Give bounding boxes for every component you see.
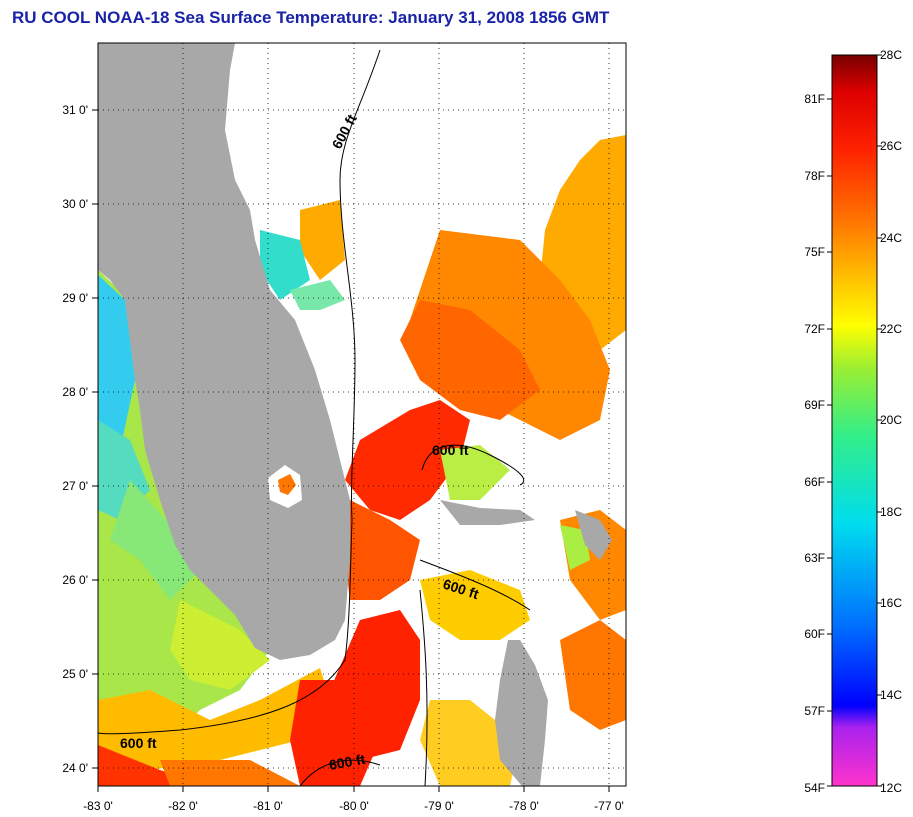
- map-area: 600 ft 600 ft 600 ft 600 ft 600 ft: [98, 43, 626, 786]
- colorbar-fahrenheit-label: 57F: [804, 704, 825, 718]
- lat-tick-label: 27 0': [62, 479, 88, 493]
- colorbar-celsius-label: 12C: [880, 781, 902, 795]
- contour-label: 600 ft: [432, 442, 469, 458]
- colorbar-celsius-label: 16C: [880, 596, 902, 610]
- lat-tick-label: 25 0': [62, 667, 88, 681]
- chart-title: RU COOL NOAA-18 Sea Surface Temperature:…: [12, 8, 610, 27]
- colorbar-fahrenheit-label: 60F: [804, 627, 825, 641]
- colorbar-celsius-label: 20C: [880, 413, 902, 427]
- colorbar-fahrenheit-label: 69F: [804, 398, 825, 412]
- sst-atlantic: [260, 135, 626, 786]
- lat-tick-label: 28 0': [62, 385, 88, 399]
- grid-lines: [98, 43, 626, 786]
- colorbar-fahrenheit-label: 72F: [804, 322, 825, 336]
- colorbar-fahrenheit-label: 54F: [804, 781, 825, 795]
- lon-tick-label: -78 0': [509, 799, 539, 813]
- colorbar-fahrenheit-label: 63F: [804, 551, 825, 565]
- colorbar-celsius-label: 28C: [880, 48, 902, 62]
- lon-tick-label: -80 0': [339, 799, 369, 813]
- lat-tick-label: 29 0': [62, 291, 88, 305]
- lon-tick-label: -82 0': [168, 799, 198, 813]
- map-frame: [97, 42, 627, 787]
- colorbar-celsius-label: 24C: [880, 231, 902, 245]
- colorbar-fahrenheit-label: 81F: [804, 92, 825, 106]
- colorbar-gradient: [831, 54, 878, 787]
- colorbar-fahrenheit-label: 75F: [804, 245, 825, 259]
- colorbar-fahrenheit-label: 78F: [804, 169, 825, 183]
- colorbar-celsius-label: 14C: [880, 688, 902, 702]
- lon-tick-label: -81 0': [253, 799, 283, 813]
- sst-gulf: [98, 270, 330, 786]
- abaco-island: [575, 510, 612, 560]
- colorbar-fahrenheit-label: 66F: [804, 475, 825, 489]
- lake-okeechobee-sst: [278, 474, 296, 495]
- isobath-contours: [98, 49, 531, 786]
- colorbar: 28C 26C 24C 22C 20C 18C 16C 14C 12C 81F …: [804, 48, 902, 795]
- lat-tick-label: 31 0': [62, 103, 88, 117]
- latitude-labels: 24 0' 25 0' 26 0' 27 0' 28 0' 29 0' 30 0…: [62, 103, 88, 775]
- axis-ticks: [92, 109, 610, 792]
- lon-tick-label: -77 0': [594, 799, 624, 813]
- grand-bahama-island: [440, 500, 535, 525]
- contour-label: 600 ft: [120, 735, 157, 751]
- longitude-labels: -83 0' -82 0' -81 0' -80 0' -79 0' -78 0…: [83, 799, 624, 813]
- lat-tick-label: 26 0': [62, 573, 88, 587]
- lat-tick-label: 30 0': [62, 197, 88, 211]
- lat-tick-label: 24 0': [62, 761, 88, 775]
- andros-island: [495, 640, 548, 786]
- lon-tick-label: -83 0': [83, 799, 113, 813]
- colorbar-celsius-label: 22C: [880, 322, 902, 336]
- lon-tick-label: -79 0': [424, 799, 454, 813]
- colorbar-celsius-label: 26C: [880, 139, 902, 153]
- contour-label: 600 ft: [328, 751, 367, 773]
- colorbar-celsius-label: 18C: [880, 505, 902, 519]
